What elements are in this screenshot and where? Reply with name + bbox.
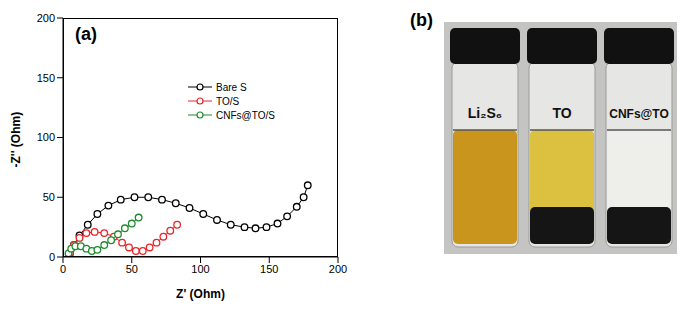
svg-text:-Z'' (Ohm): -Z'' (Ohm) bbox=[9, 112, 23, 168]
svg-text:0: 0 bbox=[60, 263, 66, 275]
svg-text:200: 200 bbox=[329, 263, 347, 275]
svg-text:150: 150 bbox=[260, 263, 278, 275]
html-text:TO/S: TO/S bbox=[216, 95, 240, 107]
html-text:(a): (a) bbox=[75, 24, 97, 44]
svg-text:100: 100 bbox=[191, 263, 209, 275]
html-text:Bare S: Bare S bbox=[216, 81, 247, 93]
svg-text:0: 0 bbox=[49, 251, 55, 263]
svg-text:150: 150 bbox=[37, 72, 55, 84]
html-text:(b): (b) bbox=[410, 10, 433, 30]
svg-text:TO: TO bbox=[552, 105, 571, 121]
svg-text:CNFs@TO: CNFs@TO bbox=[609, 107, 668, 121]
svg-text:200: 200 bbox=[37, 12, 55, 24]
svg-text:50: 50 bbox=[43, 191, 55, 203]
svg-text:100: 100 bbox=[37, 131, 55, 143]
svg-text:Z' (Ohm): Z' (Ohm) bbox=[176, 287, 225, 301]
html-text:CNFs@TO/S: CNFs@TO/S bbox=[216, 109, 275, 121]
svg-text:50: 50 bbox=[126, 263, 138, 275]
svg-text:Li₂S₆: Li₂S₆ bbox=[468, 105, 502, 121]
